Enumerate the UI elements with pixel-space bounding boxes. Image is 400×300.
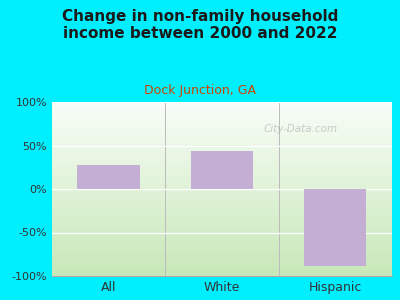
Text: Dock Junction, GA: Dock Junction, GA [144, 84, 256, 97]
Bar [78, 165, 140, 189]
Text: Change in non-family household
income between 2000 and 2022: Change in non-family household income be… [62, 9, 338, 41]
Bar [191, 151, 253, 189]
Text: City-Data.com: City-Data.com [263, 124, 337, 134]
Bar [304, 189, 366, 266]
